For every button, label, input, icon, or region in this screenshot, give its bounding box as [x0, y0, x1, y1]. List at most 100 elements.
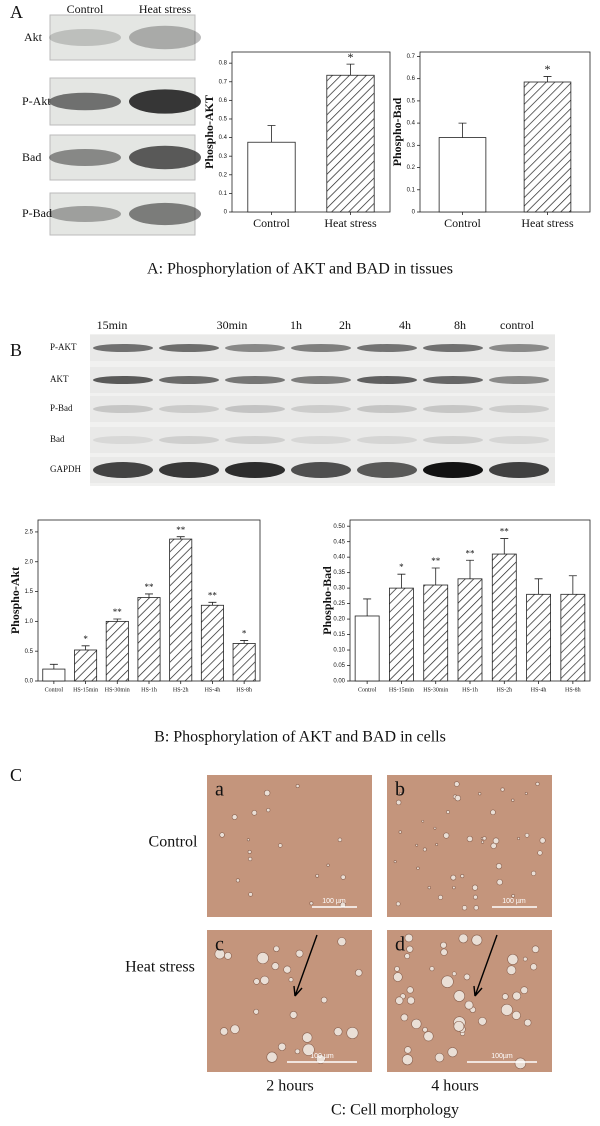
row-label: Heat stress	[125, 959, 195, 976]
blot-band	[225, 376, 285, 384]
blot-band	[357, 436, 417, 444]
cell	[337, 837, 343, 842]
blot-band	[291, 462, 351, 478]
cell	[404, 1046, 412, 1054]
blot-band	[489, 344, 549, 352]
bar	[247, 141, 296, 213]
cell	[440, 941, 447, 949]
y-tick-label: 2.0	[25, 559, 34, 565]
error-bar	[145, 593, 153, 598]
caption: A: Phosphorylation of AKT and BAD in tis…	[147, 261, 453, 278]
plot-frame	[231, 51, 391, 213]
lane-label: Control	[67, 2, 104, 16]
static-layer: a 100 µm b 100 µm c 100 µm d 100µm	[49, 14, 555, 1072]
cell	[283, 965, 292, 974]
y-tick-label: 0.1	[219, 191, 228, 197]
y-axis-label: Phospho-Akt	[8, 567, 22, 634]
column-label: 2 hours	[266, 1078, 314, 1095]
cell	[472, 884, 479, 891]
cell	[433, 826, 437, 830]
lane-label: control	[500, 318, 535, 332]
bar	[137, 597, 161, 682]
blot-row-label: GAPDH	[50, 464, 82, 474]
x-tick-label: HS-30min	[105, 687, 130, 693]
cell	[277, 1042, 287, 1051]
cell	[454, 795, 461, 802]
cell	[295, 784, 300, 788]
cell	[235, 878, 240, 883]
blot-band	[93, 376, 153, 384]
cell	[452, 885, 456, 890]
y-axis-label: Phospho-Bad	[320, 566, 334, 635]
cell	[458, 933, 469, 944]
cell	[266, 1051, 278, 1063]
blot-band	[159, 344, 219, 352]
blot-band	[49, 149, 121, 166]
error-bar	[81, 645, 90, 650]
significance-label: **	[113, 607, 123, 617]
error-bar	[458, 122, 467, 138]
cell	[309, 901, 314, 906]
blot-band	[129, 202, 201, 226]
blot-band	[49, 29, 121, 46]
blot-row-label: AKT	[50, 374, 69, 384]
blot-band	[225, 405, 285, 413]
blot-band	[49, 92, 121, 111]
bar	[389, 587, 414, 682]
significance-label: **	[145, 582, 155, 592]
cell	[404, 933, 414, 943]
cell	[506, 965, 517, 975]
cell	[266, 808, 271, 813]
cell	[248, 892, 253, 897]
blot-band	[357, 376, 417, 384]
cell	[273, 945, 280, 952]
lane-label: 30min	[217, 318, 248, 332]
x-tick-label: HS-8h	[565, 687, 581, 693]
y-tick-label: 0.3	[407, 143, 416, 149]
cell	[440, 948, 448, 956]
cell	[422, 847, 427, 852]
image-label: d	[395, 934, 405, 956]
y-tick-label: 2.5	[25, 530, 34, 536]
error-bar	[466, 559, 474, 579]
blot-band	[489, 436, 549, 444]
cell	[230, 1024, 240, 1034]
y-tick-label: 0.5	[25, 649, 34, 655]
cell	[415, 843, 419, 847]
bar	[526, 593, 551, 682]
cell	[478, 1017, 487, 1026]
panel-label: B	[10, 340, 22, 360]
y-tick-label: 0.2	[219, 172, 228, 178]
cell	[394, 966, 400, 972]
error-bar	[568, 575, 577, 595]
cell	[512, 991, 522, 1001]
x-tick-label: HS-1h	[141, 687, 157, 693]
cell	[231, 814, 238, 820]
cell	[490, 842, 497, 849]
cell	[302, 1043, 315, 1056]
significance-label: **	[208, 590, 218, 600]
blot-band	[129, 89, 201, 114]
error-bar	[49, 663, 58, 670]
blot-band	[93, 344, 153, 352]
cell	[288, 977, 294, 983]
y-tick-label: 0.40	[333, 555, 345, 561]
cell	[496, 879, 503, 886]
blot-strip	[90, 396, 555, 422]
micrograph	[207, 775, 372, 917]
cell	[443, 832, 450, 839]
cell	[473, 905, 479, 911]
cell	[537, 850, 543, 856]
significance-label: *	[348, 50, 354, 64]
lane-label: Heat stress	[139, 2, 192, 16]
blot-band	[225, 462, 285, 478]
cell	[500, 1003, 513, 1016]
error-bar	[543, 76, 552, 82]
bar	[491, 553, 517, 682]
y-tick-label: 0.05	[333, 663, 345, 669]
cell	[447, 1047, 458, 1058]
error-bar	[534, 578, 543, 595]
cell	[411, 1018, 422, 1030]
bar	[105, 620, 129, 682]
